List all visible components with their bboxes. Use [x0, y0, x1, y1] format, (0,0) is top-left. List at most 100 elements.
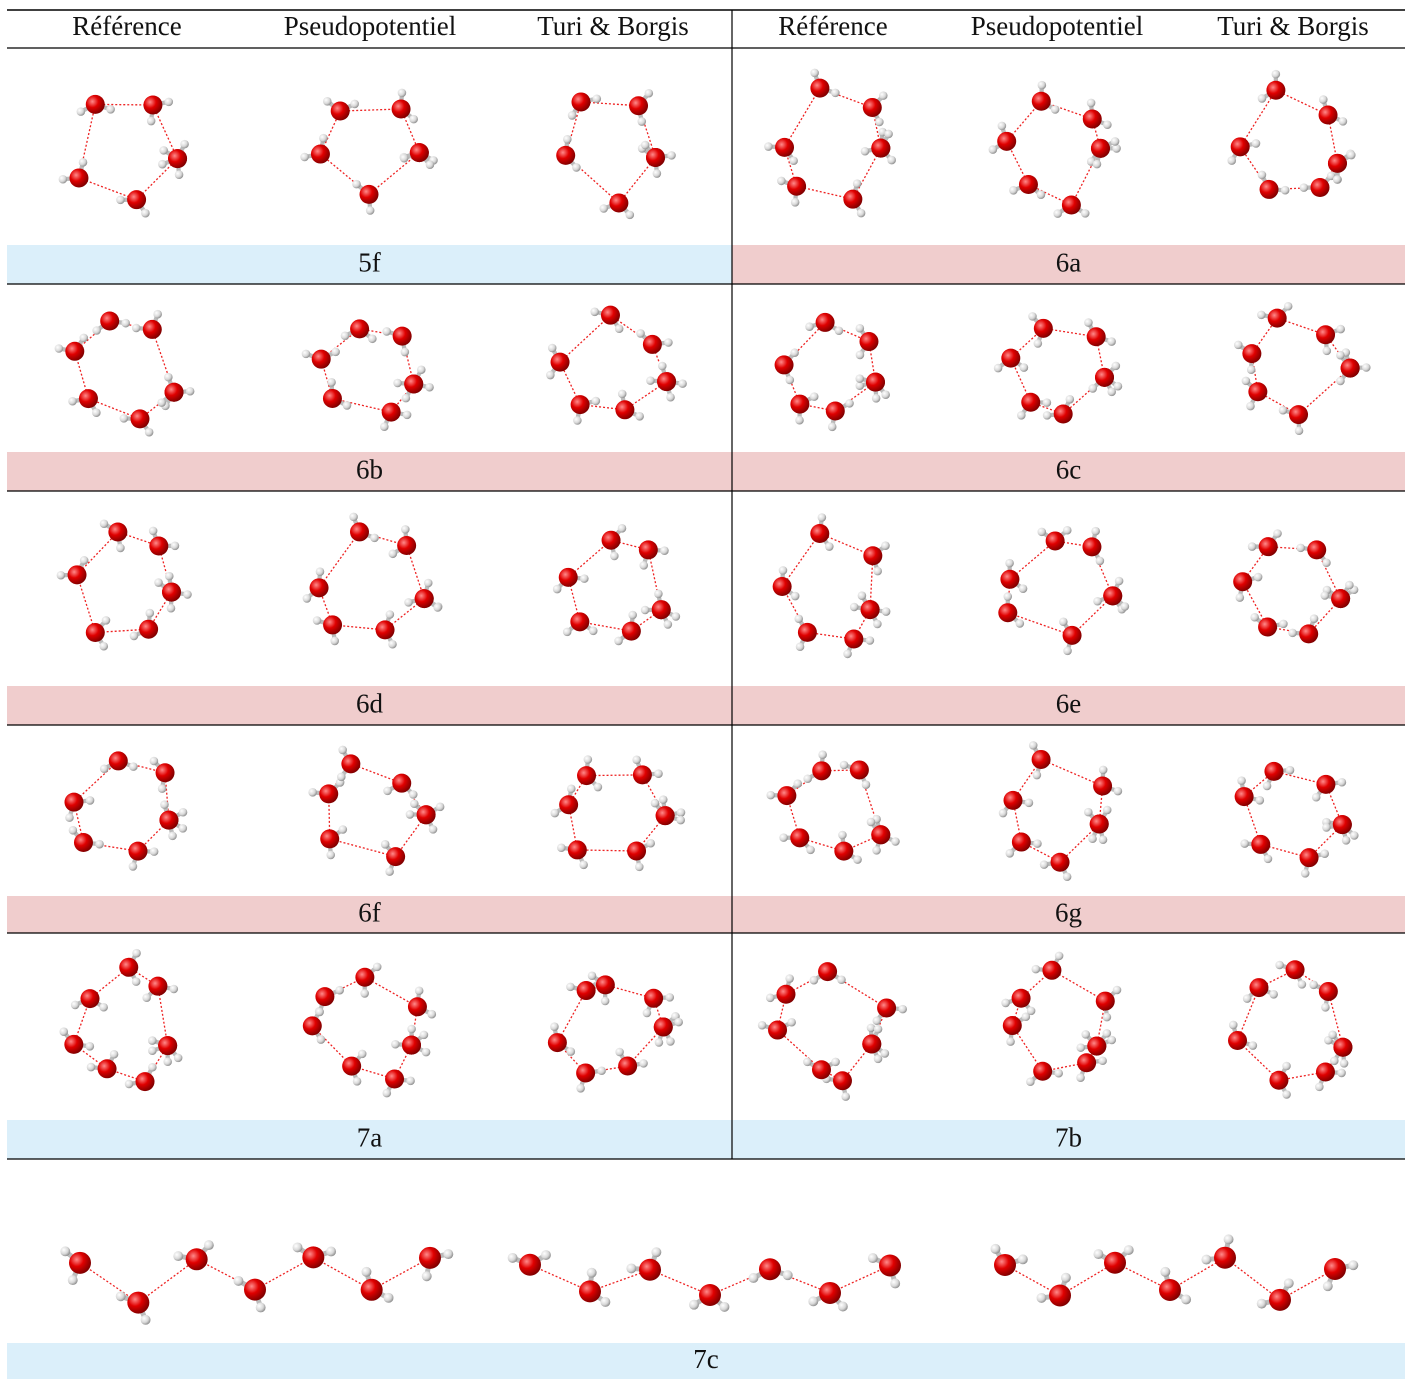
hydrogen-atom [382, 1088, 392, 1098]
hydrogen-atom [397, 88, 407, 98]
hydrogen-bond [1237, 1040, 1280, 1081]
hydrogen-bond [796, 185, 854, 200]
hydrogen-atom [402, 410, 412, 420]
hydrogen-atom [65, 813, 74, 822]
hydrogen-atom [131, 323, 141, 333]
oxygen-atom [570, 395, 590, 415]
oxygen-atom [127, 190, 147, 210]
oxygen-atom [595, 975, 615, 995]
hydrogen-atom [1273, 529, 1282, 538]
hydrogen-atom [1322, 346, 1332, 356]
hydrogen-bond [1224, 1257, 1281, 1301]
hydrogen-atom [1102, 1012, 1112, 1022]
hydrogen-atom [1053, 209, 1062, 218]
oxygen-atom [360, 1278, 383, 1301]
hydrogen-atom [988, 145, 998, 154]
hydrogen-atom [635, 412, 644, 421]
oxygen-atom [559, 795, 579, 815]
hydrogen-atom [129, 631, 139, 641]
hydrogen-atom [388, 639, 397, 649]
hydrogen-bond [1007, 612, 1073, 636]
hydrogen-atom [841, 1092, 850, 1101]
hydrogen-atom [59, 1027, 69, 1036]
oxygen-atom [860, 600, 880, 620]
oxygen-atom [1228, 1031, 1248, 1051]
hydrogen-bond [1298, 367, 1351, 416]
oxygen-atom [1269, 1070, 1289, 1090]
hydrogen-atom [588, 626, 598, 636]
hydrogen-atom [1282, 1061, 1291, 1071]
hydrogen-atom [78, 158, 88, 167]
hydrogen-atom [777, 176, 786, 186]
hydrogen-atom [766, 790, 775, 800]
hydrogen-atom [1093, 596, 1102, 606]
oxygen-atom [108, 751, 128, 771]
hydrogen-atom [1322, 1281, 1333, 1292]
hydrogen-atom [610, 551, 619, 561]
hydrogen-atom [1112, 985, 1122, 995]
hydrogen-bond [73, 1043, 108, 1070]
oxygen-atom [1267, 308, 1287, 328]
oxygen-atom [100, 311, 120, 331]
structure-label: 7c [693, 1344, 719, 1374]
oxygen-atom [834, 841, 854, 861]
oxygen-atom [774, 355, 794, 375]
oxygen-atom [244, 1278, 266, 1301]
hydrogen-atom [1084, 807, 1093, 817]
hydrogen-atom [591, 396, 601, 406]
hydrogen-atom [1031, 964, 1041, 974]
oxygen-atom [797, 622, 817, 642]
hydrogen-bond [136, 158, 178, 201]
oxygen-atom [320, 829, 340, 849]
hydrogen-atom [342, 401, 352, 410]
hydrogen-bond [1236, 987, 1260, 1041]
oxygen-atom [657, 372, 677, 392]
hydrogen-atom [331, 347, 340, 357]
hydrogen-atom [1330, 1056, 1339, 1066]
hydrogen-bond [151, 329, 175, 393]
backgrounds [7, 245, 1405, 1379]
hydrogen-atom [1103, 120, 1112, 129]
oxygen-atom [1104, 1251, 1126, 1274]
oxygen-atom [844, 629, 864, 649]
oxygen-atom [323, 615, 343, 635]
hydrogen-atom [879, 91, 888, 100]
label-band [7, 686, 732, 725]
hydrogen-atom [399, 153, 409, 163]
hydrogen-atom [146, 116, 156, 126]
hydrogen-bond [871, 107, 882, 149]
hydrogen-atom [567, 784, 576, 794]
structure-label: 6b [356, 455, 383, 485]
hydrogen-atom [637, 117, 647, 126]
label-band [732, 1120, 1405, 1159]
hydrogen-atom [997, 121, 1007, 131]
oxygen-atom [994, 1253, 1016, 1276]
hydrogen-atom [380, 840, 390, 849]
oxygen-atom [519, 1253, 541, 1276]
oxygen-atom [1332, 815, 1352, 835]
hydrogen-atom [233, 1275, 244, 1286]
hydrogen-atom [779, 833, 788, 842]
hydrogen-atom [1251, 139, 1261, 148]
hydrogen-atom [1246, 401, 1255, 411]
oxygen-atom [164, 382, 184, 402]
label-band [732, 452, 1405, 491]
hydrogen-atom [1269, 990, 1278, 999]
hydrogen-atom [636, 329, 645, 338]
hydrogen-atom [124, 1079, 134, 1089]
hydrogen-atom [579, 860, 588, 870]
hydrogen-atom [666, 1037, 675, 1046]
oxygen-atom [621, 621, 641, 641]
hydrogen-atom [855, 350, 865, 360]
hydrogen-atom [1021, 1012, 1031, 1022]
hydrogen-atom [1111, 361, 1121, 371]
oxygen-atom [1310, 178, 1330, 198]
hydrogen-atom [632, 755, 641, 765]
hydrogen-atom [158, 159, 167, 169]
hydrogen-atom [1062, 872, 1072, 882]
hydrogen-atom [990, 1243, 1001, 1254]
hydrogen-atom [654, 589, 663, 599]
hydrogen-atom [785, 375, 795, 385]
hydrogen-atom [1062, 526, 1072, 535]
hydrogen-atom [380, 422, 389, 431]
